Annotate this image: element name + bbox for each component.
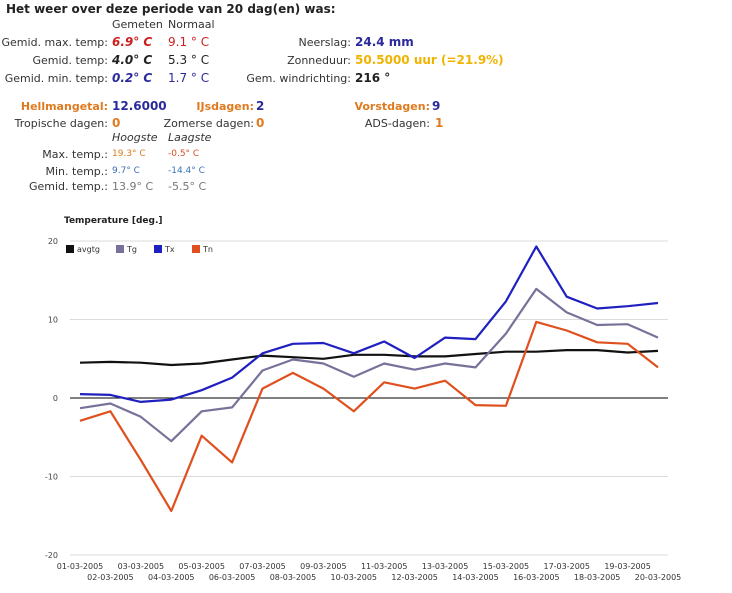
sunshine-value: 50.5000 uur (=21.9%) bbox=[355, 53, 504, 67]
page-title: Het weer over deze periode van 20 dag(en… bbox=[6, 2, 336, 16]
x-tick-label: 13-03-2005 bbox=[422, 562, 469, 571]
ads-label: ADS-dagen: bbox=[364, 117, 430, 130]
row-min-normal: 1.7 ° C bbox=[168, 71, 210, 85]
series-line-tn bbox=[79, 320, 659, 513]
legend-label: Tg bbox=[126, 245, 137, 254]
row-min-label: Gemid. min. temp: bbox=[4, 72, 108, 85]
x-tick-label: 03-03-2005 bbox=[118, 562, 165, 571]
x-tick-label: 15-03-2005 bbox=[483, 562, 530, 571]
zomer-value: 0 bbox=[256, 116, 265, 130]
x-tick-label: 07-03-2005 bbox=[239, 562, 286, 571]
x-tick-label: 04-03-2005 bbox=[148, 573, 195, 582]
x-tick-label: 16-03-2005 bbox=[513, 573, 560, 582]
x-tick-label: 02-03-2005 bbox=[87, 573, 134, 582]
x-tick-label: 17-03-2005 bbox=[543, 562, 590, 571]
extremes-header-low: Laagste bbox=[168, 131, 212, 144]
row-avg-normal: 5.3 ° C bbox=[168, 53, 210, 67]
x-tick-label: 01-03-2005 bbox=[57, 562, 104, 571]
chart-title: Temperature [deg.] bbox=[64, 216, 163, 226]
ijs-label: IJsdagen: bbox=[196, 100, 254, 113]
ext-min-label: Min. temp.: bbox=[45, 165, 109, 178]
legend-swatch bbox=[66, 245, 74, 253]
y-tick-label: 10 bbox=[48, 316, 58, 325]
zomer-label: Zomerse dagen: bbox=[163, 117, 254, 130]
header-normal: Normaal bbox=[168, 18, 215, 31]
row-max-normal: 9.1 ° C bbox=[168, 35, 210, 49]
ext-min-low: -14.4° C bbox=[168, 166, 205, 176]
x-tick-label: 20-03-2005 bbox=[635, 573, 682, 582]
wind-value: 216 ° bbox=[355, 71, 391, 85]
legend-swatch bbox=[154, 245, 162, 253]
y-tick-label: -10 bbox=[45, 473, 58, 482]
y-tick-label: 20 bbox=[48, 237, 58, 246]
x-tick-label: 19-03-2005 bbox=[604, 562, 651, 571]
ext-avg-low: -5.5° C bbox=[168, 180, 207, 193]
ext-min-high: 9.7° C bbox=[112, 166, 140, 176]
header-measured: Gemeten bbox=[112, 18, 163, 31]
precip-value: 24.4 mm bbox=[355, 35, 414, 49]
x-tick-label: 12-03-2005 bbox=[391, 573, 438, 582]
row-avg-label: Gemid. temp: bbox=[32, 54, 108, 67]
x-tick-label: 08-03-2005 bbox=[270, 573, 317, 582]
ext-max-low: -0.5° C bbox=[168, 149, 200, 159]
legend-label: Tx bbox=[164, 245, 175, 254]
series-line-avgtg bbox=[79, 349, 659, 367]
legend-swatch bbox=[192, 245, 200, 253]
temperature-chart: Temperature [deg.] -20 -10 0 10 20 avgtg Tg Tx… bbox=[45, 216, 682, 582]
wind-label: Gem. windrichting: bbox=[246, 72, 351, 85]
x-tick-label: 05-03-2005 bbox=[178, 562, 225, 571]
vorst-label: Vorstdagen: bbox=[354, 100, 430, 113]
series-line-tg bbox=[79, 287, 659, 443]
ext-max-label: Max. temp.: bbox=[42, 148, 108, 161]
sunshine-label: Zonneduur: bbox=[287, 54, 351, 67]
row-max-measured: 6.9° C bbox=[112, 35, 153, 49]
series-line-tx bbox=[79, 245, 659, 403]
x-tick-label: 09-03-2005 bbox=[300, 562, 347, 571]
row-min-measured: 0.2° C bbox=[112, 71, 153, 85]
ext-max-high: 19.3° C bbox=[112, 149, 146, 159]
x-tick-label: 10-03-2005 bbox=[331, 573, 378, 582]
legend-label: avgtg bbox=[77, 245, 100, 254]
y-tick-label: -20 bbox=[45, 551, 58, 560]
precip-label: Neerslag: bbox=[298, 36, 351, 49]
vorst-value: 9 bbox=[432, 99, 441, 113]
extremes-header-high: Hoogste bbox=[112, 131, 158, 144]
hellmann-value: 12.6000 bbox=[112, 99, 167, 113]
x-tick-label: 11-03-2005 bbox=[361, 562, 408, 571]
y-tick-label: 0 bbox=[53, 394, 58, 403]
row-max-label: Gemid. max. temp: bbox=[1, 36, 108, 49]
x-tick-label: 06-03-2005 bbox=[209, 573, 256, 582]
ext-avg-label: Gemid. temp.: bbox=[28, 180, 108, 193]
ijs-value: 2 bbox=[256, 99, 265, 113]
x-tick-label: 18-03-2005 bbox=[574, 573, 621, 582]
trop-value: 0 bbox=[112, 116, 121, 130]
legend-label: Tn bbox=[202, 245, 213, 254]
legend-swatch bbox=[116, 245, 124, 253]
row-avg-measured: 4.0° C bbox=[112, 53, 153, 67]
ads-value: 1 bbox=[435, 116, 444, 130]
x-tick-label: 14-03-2005 bbox=[452, 573, 499, 582]
trop-label: Tropische dagen: bbox=[14, 117, 108, 130]
ext-avg-high: 13.9° C bbox=[112, 180, 154, 193]
hellmann-label: Hellmangetal: bbox=[20, 100, 108, 113]
